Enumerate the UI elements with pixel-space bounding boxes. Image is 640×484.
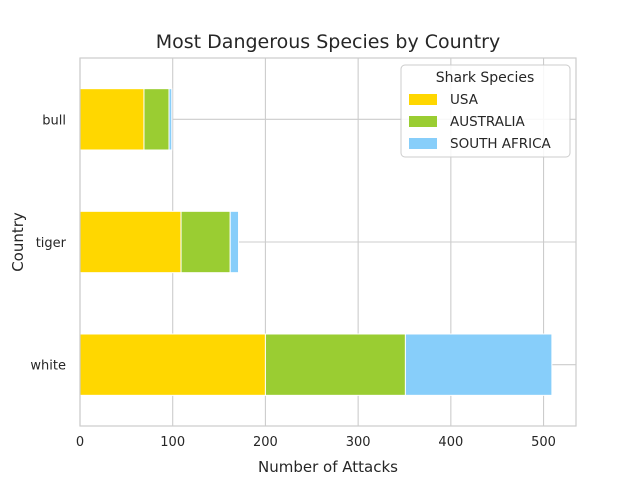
bar-bull-usa — [79, 88, 145, 151]
legend-swatch — [409, 116, 437, 127]
x-tick-label: 200 — [253, 435, 278, 450]
bar-white-australia — [264, 333, 406, 396]
x-tick-label: 0 — [76, 435, 84, 450]
bar-tiger-australia — [180, 210, 231, 274]
y-tick-label: white — [30, 359, 66, 374]
y-axis-label: Country — [9, 212, 27, 272]
y-tick-label: bull — [42, 113, 66, 128]
x-tick-label: 400 — [438, 435, 463, 450]
bar-white-south-africa — [404, 333, 553, 396]
legend-swatch — [409, 94, 437, 105]
bars-layer — [79, 88, 553, 396]
legend-swatch — [409, 138, 437, 149]
legend-label: SOUTH AFRICA — [450, 136, 552, 152]
legend-box — [400, 64, 571, 158]
bar-white-usa — [79, 333, 266, 396]
x-tick-label: 300 — [346, 435, 371, 450]
x-tick-labels: 0 100 200 300 400 500 — [76, 435, 556, 450]
x-tick-label: 100 — [160, 435, 185, 450]
y-tick-label: tiger — [36, 236, 67, 251]
legend-label: AUSTRALIA — [450, 114, 526, 130]
legend-items: USA AUSTRALIA SOUTH AFRICA — [409, 92, 552, 152]
x-axis-label: Number of Attacks — [258, 458, 398, 476]
bar-bull-south-africa — [168, 88, 173, 151]
plot-frame — [79, 57, 577, 427]
y-tick-labels: white tiger bull — [30, 113, 66, 373]
legend-title: Shark Species — [436, 70, 535, 86]
legend-label: USA — [450, 92, 479, 108]
bar-tiger-south-africa — [229, 210, 240, 274]
bar-bull-australia — [143, 88, 170, 151]
chart-title: Most Dangerous Species by Country — [156, 31, 500, 53]
x-tick-label: 500 — [531, 435, 556, 450]
legend: Shark Species USA AUSTRALIA SOUTH AFRICA — [400, 64, 571, 158]
bar-tiger-usa — [79, 210, 182, 274]
